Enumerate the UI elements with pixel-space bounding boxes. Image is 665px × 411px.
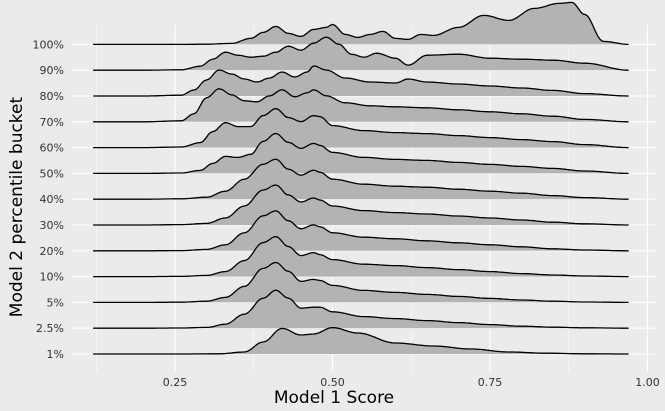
ridge-fill [93, 133, 629, 174]
ridge-line [93, 236, 629, 278]
ridge-60% [93, 108, 629, 149]
ridge-fill [93, 159, 629, 200]
ridge-line [93, 36, 629, 71]
ridge-line [93, 65, 629, 97]
y-tick-label: 50% [40, 167, 64, 180]
ridge-fill [93, 262, 629, 303]
ridge-line [93, 88, 629, 123]
ridge-line [93, 108, 629, 149]
y-tick-label: 10% [40, 271, 64, 284]
x-axis-title: Model 1 Score [274, 388, 394, 408]
ridges [93, 1, 629, 355]
ridge-line [93, 289, 629, 329]
y-tick-label: 20% [40, 245, 64, 258]
x-axis-ticks: 0.25 0.50 0.75 1.00 [163, 376, 660, 389]
y-tick-label: 80% [40, 90, 64, 103]
y-axis-ticks: 1% 2.5% 5% 10% 20% 30% 40% 50% 60% 70% 80% 90% 100% [33, 38, 64, 361]
ridge-line [93, 184, 629, 226]
y-axis-title: Model 2 percentile bucket [7, 96, 27, 317]
ridge-20% [93, 210, 629, 252]
ridge-fill [93, 185, 629, 225]
x-tick-label: 0.25 [163, 376, 188, 389]
ridge-line [93, 326, 629, 355]
y-tick-label: 30% [40, 219, 64, 232]
y-tick-label: 70% [40, 116, 64, 129]
x-tick-label: 0.75 [478, 376, 503, 389]
ridge-line [93, 158, 629, 200]
y-tick-label: 100% [33, 38, 64, 51]
ridge-1% [93, 326, 629, 355]
ridge-line [93, 132, 629, 175]
ridge-80% [93, 65, 629, 97]
ridge-fill [93, 290, 629, 329]
ridge-2.5% [93, 289, 629, 329]
ridge-10% [93, 236, 629, 278]
ridge-fill [93, 327, 629, 354]
y-tick-label: 5% [47, 296, 64, 309]
y-tick-label: 1% [47, 348, 64, 361]
x-tick-label: 0.50 [320, 376, 345, 389]
ridge-line [93, 261, 629, 304]
ridge-fill [93, 236, 629, 277]
ridge-90% [93, 36, 629, 71]
y-tick-label: 90% [40, 64, 64, 77]
y-tick-label: 40% [40, 193, 64, 206]
ridge-fill [93, 2, 629, 45]
ridge-line [93, 1, 629, 46]
ridge-100% [93, 1, 629, 46]
ridge-line [93, 210, 629, 252]
ridge-30% [93, 184, 629, 226]
y-tick-label: 2.5% [36, 322, 64, 335]
ridge-fill [93, 37, 629, 71]
x-tick-label: 1.00 [635, 376, 660, 389]
y-tick-label: 60% [40, 142, 64, 155]
ridge-70% [93, 88, 629, 123]
ridge-fill [93, 210, 629, 251]
ridge-5% [93, 261, 629, 304]
ridge-40% [93, 158, 629, 200]
ridge-50% [93, 132, 629, 175]
